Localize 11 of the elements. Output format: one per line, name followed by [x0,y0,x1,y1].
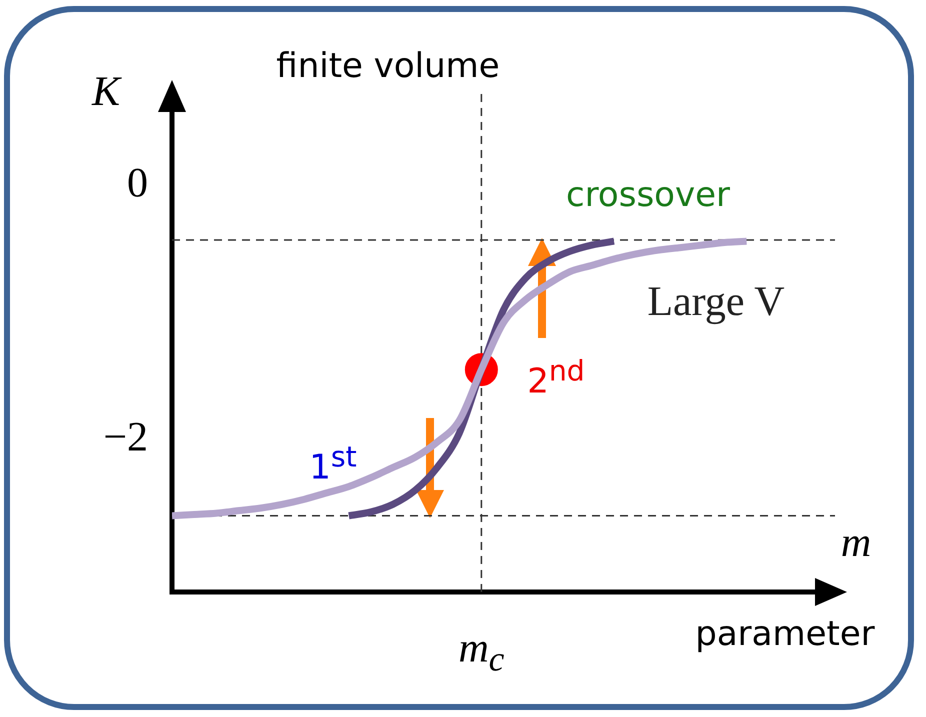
y-tick-label: −2 [103,414,148,461]
text: parameter [695,614,875,654]
annotation: 1$^{st}$ [309,440,357,488]
annotation: crossover [566,175,730,215]
annotation: Large V [647,279,785,325]
x-tick-label: m$_{c}$ [458,625,504,679]
y-tick-label: 0 [127,160,148,206]
y-axis-title: K [92,69,120,115]
chart-title: finite volume [276,46,500,86]
x-axis-title: m [840,520,872,566]
annotation: 2$^{nd}$ [527,354,585,402]
